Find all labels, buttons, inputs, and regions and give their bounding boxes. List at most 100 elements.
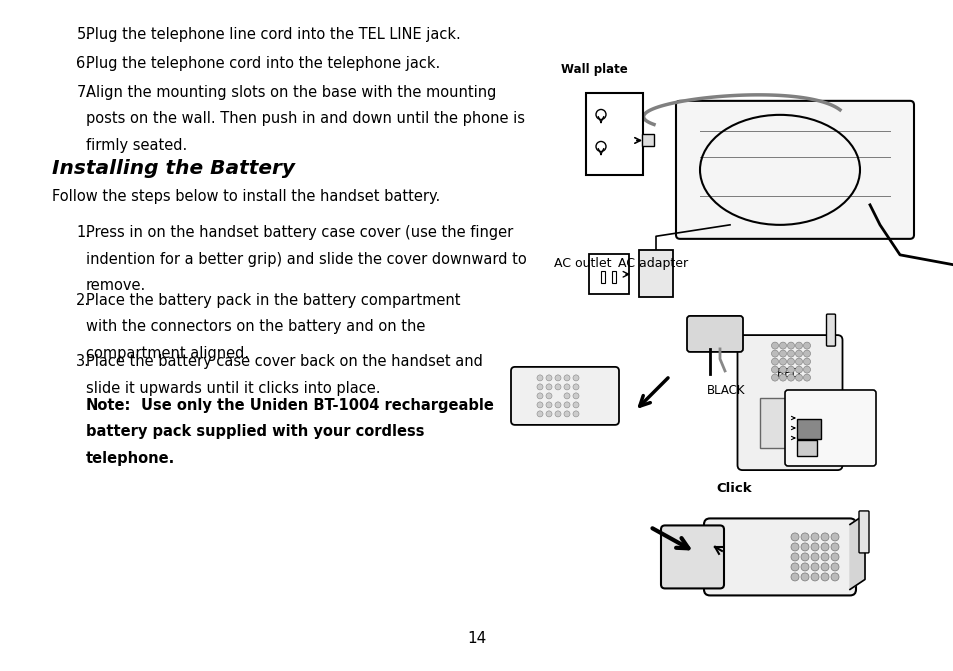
Circle shape: [802, 358, 810, 365]
FancyBboxPatch shape: [796, 419, 821, 439]
Text: telephone.: telephone.: [86, 451, 175, 466]
Circle shape: [771, 366, 778, 373]
Circle shape: [779, 342, 785, 349]
FancyBboxPatch shape: [588, 254, 628, 295]
Text: Follow the steps below to install the handset battery.: Follow the steps below to install the ha…: [52, 189, 440, 204]
Circle shape: [573, 384, 578, 390]
Text: slide it upwards until it clicks into place.: slide it upwards until it clicks into pl…: [86, 381, 380, 396]
Circle shape: [830, 543, 838, 551]
Text: battery pack supplied with your cordless: battery pack supplied with your cordless: [86, 425, 424, 440]
Text: firmly seated.: firmly seated.: [86, 138, 187, 152]
Bar: [760, 398, 820, 448]
Circle shape: [563, 393, 569, 399]
Circle shape: [779, 358, 785, 365]
Circle shape: [790, 573, 799, 581]
FancyBboxPatch shape: [825, 314, 835, 346]
Circle shape: [545, 402, 552, 408]
FancyBboxPatch shape: [858, 511, 868, 553]
Circle shape: [537, 393, 542, 399]
Text: RED: RED: [776, 367, 801, 380]
Circle shape: [596, 109, 605, 119]
Circle shape: [802, 366, 810, 373]
Text: BLACK: BLACK: [787, 423, 821, 433]
Circle shape: [771, 374, 778, 381]
Circle shape: [555, 411, 560, 417]
Circle shape: [810, 553, 818, 561]
Circle shape: [821, 563, 828, 571]
Circle shape: [830, 563, 838, 571]
Text: compartment aligned.: compartment aligned.: [86, 346, 249, 360]
Circle shape: [801, 533, 808, 541]
Circle shape: [810, 543, 818, 551]
Circle shape: [795, 358, 801, 365]
Text: Plug the telephone cord into the telephone jack.: Plug the telephone cord into the telepho…: [86, 56, 439, 70]
FancyBboxPatch shape: [639, 250, 672, 297]
Circle shape: [786, 342, 794, 349]
FancyBboxPatch shape: [796, 440, 816, 456]
Polygon shape: [849, 515, 864, 589]
Text: BLACK: BLACK: [706, 384, 744, 397]
Circle shape: [802, 350, 810, 357]
FancyBboxPatch shape: [784, 390, 875, 466]
Text: Click: Click: [716, 482, 751, 495]
Text: indention for a better grip) and slide the cover downward to: indention for a better grip) and slide t…: [86, 252, 526, 267]
Circle shape: [795, 350, 801, 357]
Circle shape: [537, 384, 542, 390]
Text: Align the mounting slots on the base with the mounting: Align the mounting slots on the base wit…: [86, 85, 496, 99]
Text: Place the battery pack in the battery compartment: Place the battery pack in the battery co…: [86, 293, 460, 307]
Circle shape: [563, 375, 569, 381]
FancyBboxPatch shape: [703, 519, 855, 595]
Text: Place the battery case cover back on the handset and: Place the battery case cover back on the…: [86, 354, 482, 369]
Bar: [612, 271, 616, 283]
Text: Click: Click: [821, 446, 846, 456]
Circle shape: [795, 374, 801, 381]
Circle shape: [545, 393, 552, 399]
Circle shape: [779, 366, 785, 373]
FancyBboxPatch shape: [585, 93, 642, 175]
Text: 5.: 5.: [76, 27, 91, 42]
FancyBboxPatch shape: [737, 335, 841, 470]
Text: AC adapter: AC adapter: [618, 257, 688, 270]
Circle shape: [786, 374, 794, 381]
Text: RED: RED: [835, 435, 857, 445]
Circle shape: [573, 411, 578, 417]
Circle shape: [830, 533, 838, 541]
Circle shape: [596, 142, 605, 152]
Circle shape: [830, 553, 838, 561]
Circle shape: [810, 563, 818, 571]
Circle shape: [573, 375, 578, 381]
Text: 7.: 7.: [76, 85, 91, 99]
Circle shape: [786, 350, 794, 357]
Circle shape: [821, 533, 828, 541]
Text: Note:: Note:: [86, 398, 132, 413]
Circle shape: [786, 358, 794, 365]
Circle shape: [573, 393, 578, 399]
Text: 6.: 6.: [76, 56, 91, 70]
Circle shape: [821, 553, 828, 561]
Circle shape: [810, 573, 818, 581]
Circle shape: [790, 533, 799, 541]
Circle shape: [563, 411, 569, 417]
Text: Plug the telephone line cord into the TEL LINE jack.: Plug the telephone line cord into the TE…: [86, 27, 460, 42]
Text: Wall plate: Wall plate: [560, 63, 627, 76]
Circle shape: [821, 573, 828, 581]
Circle shape: [810, 533, 818, 541]
Circle shape: [537, 411, 542, 417]
Circle shape: [801, 543, 808, 551]
Circle shape: [563, 402, 569, 408]
Circle shape: [795, 342, 801, 349]
FancyBboxPatch shape: [686, 316, 742, 352]
Circle shape: [555, 384, 560, 390]
Text: AC outlet: AC outlet: [554, 257, 611, 270]
Circle shape: [790, 563, 799, 571]
Text: 2.: 2.: [76, 293, 91, 307]
Circle shape: [545, 375, 552, 381]
Circle shape: [790, 553, 799, 561]
Circle shape: [786, 366, 794, 373]
Circle shape: [771, 358, 778, 365]
Circle shape: [779, 350, 785, 357]
Text: 1.: 1.: [76, 225, 91, 240]
Circle shape: [801, 553, 808, 561]
Circle shape: [790, 543, 799, 551]
Text: Installing the Battery: Installing the Battery: [52, 159, 295, 178]
